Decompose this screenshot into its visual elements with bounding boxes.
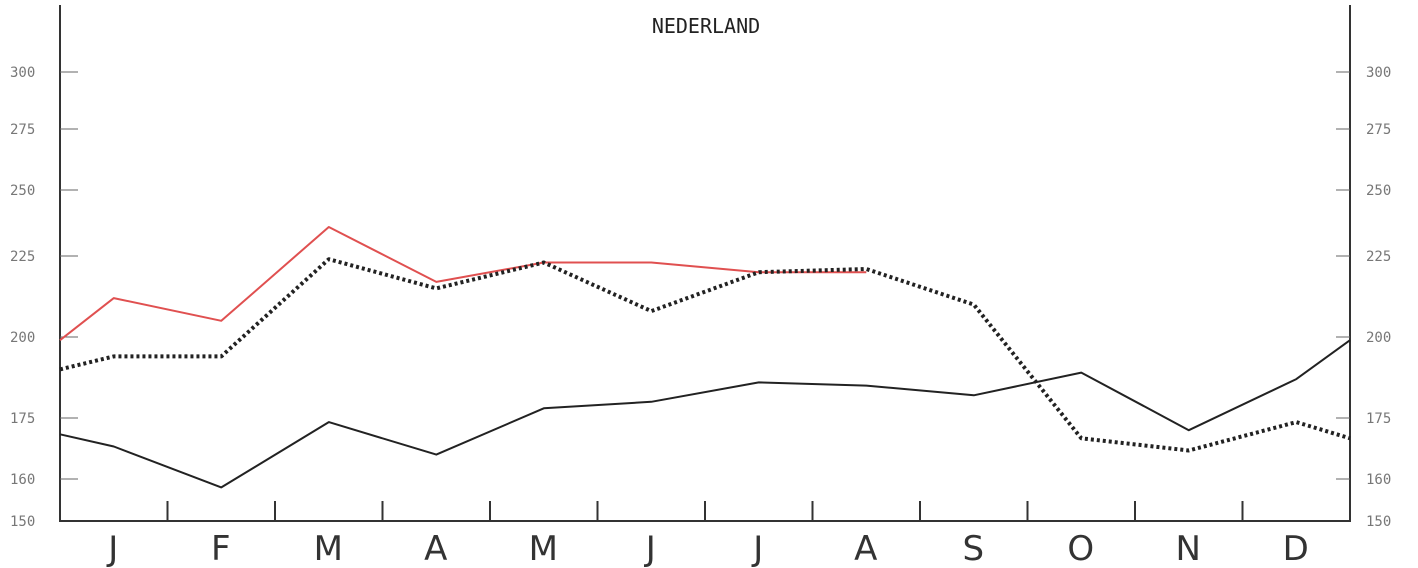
y-tick-label-right: 275 [1366,122,1391,138]
y-tick-label-left: 275 [10,122,35,138]
series-line [59,226,867,341]
month-label: D [1283,529,1310,568]
y-tick-label-left: 150 [10,514,35,530]
y-tick-label-left: 250 [10,183,35,199]
y-tick-label-right: 250 [1366,183,1391,199]
y-tick-label-right: 200 [1366,330,1391,346]
y-tick-label-right: 160 [1366,472,1391,488]
month-label: O [1067,529,1095,568]
month-label: M [314,529,344,568]
series-line [59,257,1351,453]
y-tick-label-right: 225 [1366,249,1391,265]
y-tick-label-right: 175 [1366,411,1391,427]
series-line [59,339,1351,489]
y-tick-label-left: 175 [10,411,35,427]
month-label: F [211,529,232,568]
y-tick-label-right: 150 [1366,514,1391,530]
month-label: N [1176,529,1202,568]
y-tick-label-left: 200 [10,330,35,346]
month-label: A [854,529,878,568]
y-tick-label-left: 160 [10,472,35,488]
chart-title: NEDERLAND [652,14,760,38]
month-label: M [529,529,559,568]
y-tick-label-left: 225 [10,249,35,265]
month-label: A [424,529,448,568]
month-label: S [962,529,985,568]
month-label: J [751,529,764,568]
month-label: J [644,529,657,568]
y-tick-label-right: 300 [1366,65,1391,81]
month-label: J [106,529,119,568]
y-tick-label-left: 300 [10,65,35,81]
